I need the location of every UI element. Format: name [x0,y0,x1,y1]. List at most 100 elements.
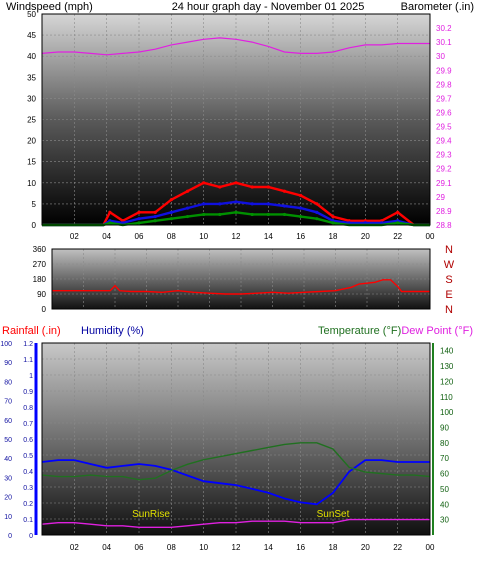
rain-tick-label: 0.1 [23,517,33,524]
wind-x-tick-label: 08 [167,232,176,241]
rainfall-axis-title: Rainfall (.in) [2,325,61,337]
data-point-minimum [185,214,190,219]
humidity-tick-label: 70 [4,399,12,406]
wind-panel-grid [42,14,430,225]
wind-x-tick-label: 14 [264,232,273,241]
data-point-minimum [202,212,206,217]
wind-tick-label: 10 [27,179,36,188]
rain-tick-label: 1.1 [23,357,33,364]
rain-tick-label: 0.3 [23,485,33,492]
wind-x-tick-label: 00 [426,232,435,241]
wind-x-axis: 02 04 06 08 10 12 14 16 18 20 22 00 [70,232,435,241]
barometer-tick-label: 30.1 [436,38,452,47]
rain-tick-label: 0 [29,533,33,540]
chart-title: 24 hour graph day - November 01 2025 [172,1,365,13]
barometer-right-axis: 28.8 28.9 29 29.1 29.2 29.3 29.4 29.5 29.6 29.7 29… [436,24,452,230]
data-point-gust [108,210,112,214]
series-temperature [41,442,431,481]
data-point-minimum [396,221,400,225]
rain-tick-label: 1 [29,373,33,380]
climate-x-tick-label: 10 [199,543,208,552]
compass-label: W [444,259,455,271]
rain-tick-label: 1.2 [23,341,33,348]
wind-x-tick-label: 12 [232,232,241,241]
direction-tick-label: 360 [33,245,47,254]
data-point-minimum [234,210,238,214]
data-point-minimum [169,217,173,221]
temperature-tick-label: 60 [440,470,449,479]
rain-tick-label: 0.9 [23,389,33,396]
humidity-tick-label: 90 [4,360,12,367]
barometer-tick-label: 28.8 [436,221,452,230]
series-humidity [41,459,430,506]
compass-label: S [445,274,452,286]
climate-x-axis: 02 04 06 08 10 12 14 16 18 20 22 00 [70,543,435,552]
data-point-average [202,202,206,206]
data-point-average [282,204,287,208]
data-point-gust [137,210,141,214]
data-point-minimum [108,221,112,225]
barometer-tick-label: 29.3 [436,151,452,160]
wind-tick-label: 25 [27,116,36,125]
wind-tick-label: 5 [32,200,37,209]
humidity-tick-label: 10 [4,514,12,521]
direction-tick-label: 0 [42,305,47,314]
data-point-gust [234,181,238,185]
rain-tick-label: 0.5 [23,453,33,460]
wind-axis-title: Windspeed (mph) [6,1,93,13]
wind-tick-label: 20 [27,137,36,146]
data-point-gust [202,181,206,185]
barometer-tick-label: 29.9 [436,66,452,75]
data-point-gust [396,210,400,214]
wind-x-tick-label: 20 [361,232,370,241]
data-point-gust [169,198,173,202]
climate-x-tick-label: 04 [102,543,111,552]
wind-x-tick-label: 04 [102,232,111,241]
temperature-right-axis: 30 40 50 60 70 80 90 100 110 120 130 140 [432,343,454,535]
data-point-gust [250,185,254,189]
wind-x-tick-label: 02 [70,232,79,241]
wind-panel-frame [41,13,431,226]
climate-panel-frame [41,342,431,536]
data-point-minimum [266,212,270,217]
direction-left-axis: 0 90 180 270 360 [33,245,47,314]
rain-tick-label: 0.7 [23,421,33,428]
data-point-average [250,202,254,206]
sunrise-label: SunRise [132,509,170,520]
humidity-tick-label: 30 [4,475,12,482]
climate-x-tick-label: 16 [296,543,305,552]
wind-tick-label: 50 [27,10,36,19]
wind-tick-label: 40 [27,52,36,61]
humidity-tick-label: 0 [8,533,12,540]
wind-tick-label: 0 [32,221,37,230]
barometer-axis-title: Barometer (.in) [401,1,474,13]
temperature-tick-label: 50 [440,485,449,494]
series-dew-point [41,518,430,528]
compass-label: N [445,244,453,256]
barometer-tick-label: 29.6 [436,108,452,117]
climate-x-tick-label: 00 [426,543,435,552]
humidity-tick-label: 40 [4,456,12,463]
humidity-tick-label: 20 [4,495,12,502]
series-barometer [41,37,430,56]
barometer-tick-label: 29.8 [436,80,452,89]
barometer-tick-label: 29.4 [436,137,452,146]
barometer-tick-label: 29 [436,193,445,202]
humidity-tick-label: 100 [0,341,12,348]
humidity-tick-label: 50 [4,437,12,444]
data-point-minimum [250,212,254,217]
climate-x-tick-label: 20 [361,543,370,552]
climate-x-tick-label: 06 [135,543,144,552]
wind-x-tick-label: 18 [329,232,338,241]
data-point-average [234,200,238,204]
wind-x-tick-label: 22 [393,232,402,241]
data-point-average [169,210,173,214]
barometer-tick-label: 30 [436,52,445,61]
rain-humidity-left-axis: 0 0.1 0.2 0.3 0.4 0.5 0.6 0.7 0.8 0.9 1 1.1 1.2 0 10 20… [0,341,38,540]
temperature-tick-label: 130 [440,362,454,371]
data-point-average [299,206,303,210]
humidity-tick-label: 80 [4,379,12,386]
